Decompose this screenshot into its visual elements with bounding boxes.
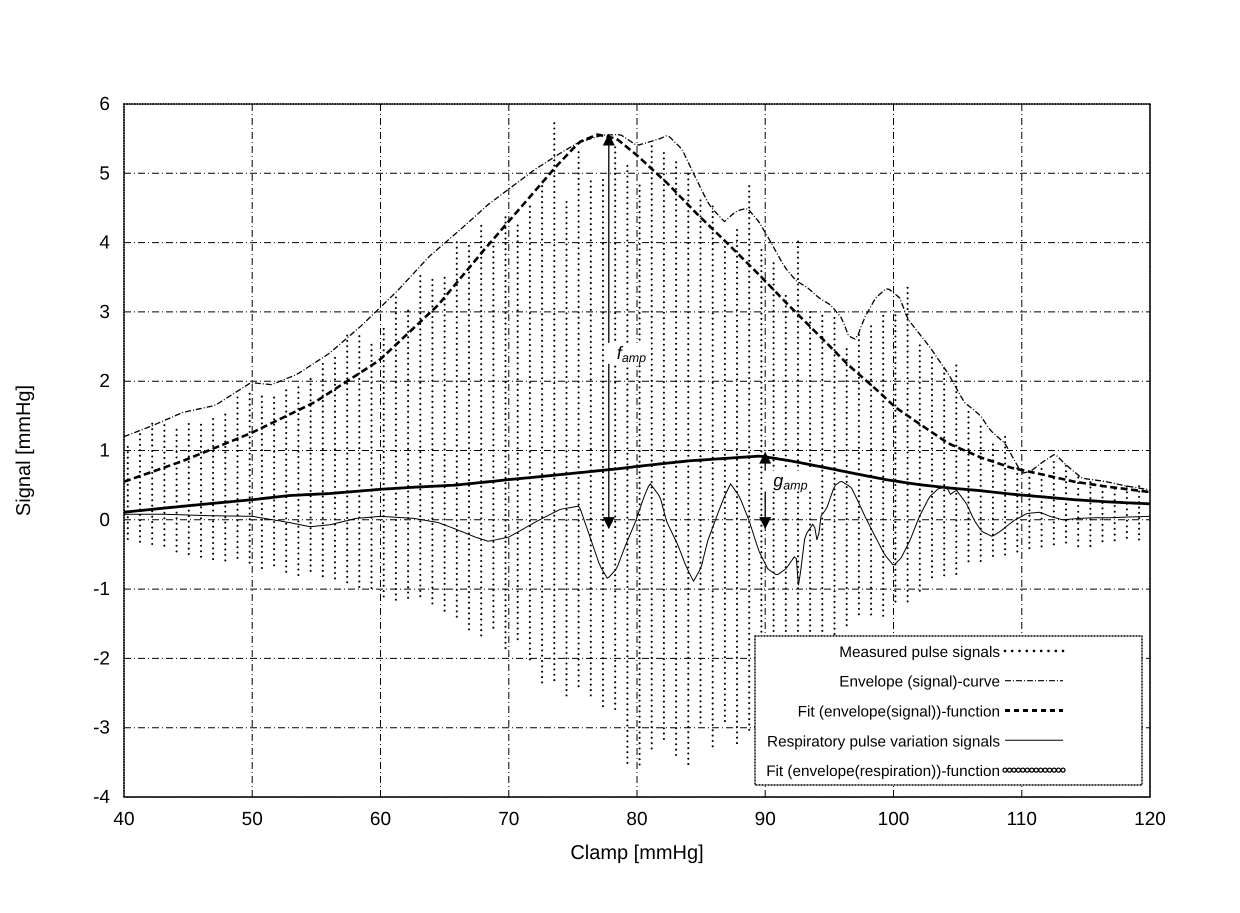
svg-text:2: 2 bbox=[99, 371, 110, 392]
svg-text:100: 100 bbox=[878, 809, 910, 830]
svg-text:Fit (envelope(respiration))-fu: Fit (envelope(respiration))-function bbox=[766, 763, 1000, 780]
svg-text:0: 0 bbox=[99, 510, 110, 531]
svg-text:-1: -1 bbox=[93, 579, 110, 600]
svg-text:Fit (envelope(signal))-functio: Fit (envelope(signal))-function bbox=[798, 704, 1000, 721]
svg-text:Respiratory pulse variation si: Respiratory pulse variation signals bbox=[767, 733, 1000, 750]
svg-text:110: 110 bbox=[1007, 809, 1037, 830]
svg-text:40: 40 bbox=[113, 809, 134, 830]
svg-text:-2: -2 bbox=[93, 648, 110, 669]
svg-text:-3: -3 bbox=[93, 718, 110, 739]
svg-text:50: 50 bbox=[242, 809, 263, 830]
svg-text:6: 6 bbox=[99, 94, 110, 115]
svg-text:80: 80 bbox=[626, 809, 647, 830]
svg-text:Envelope (signal)-curve: Envelope (signal)-curve bbox=[839, 674, 1000, 691]
svg-text:90: 90 bbox=[755, 809, 776, 830]
svg-text:120: 120 bbox=[1134, 809, 1166, 830]
svg-text:60: 60 bbox=[370, 809, 391, 830]
svg-text:1: 1 bbox=[99, 441, 110, 462]
svg-text:4: 4 bbox=[99, 233, 110, 254]
svg-text:Clamp [mmHg]: Clamp [mmHg] bbox=[570, 842, 703, 864]
svg-text:Signal [mmHg]: Signal [mmHg] bbox=[13, 385, 35, 516]
svg-text:70: 70 bbox=[498, 809, 519, 830]
svg-text:5: 5 bbox=[99, 163, 110, 184]
svg-text:3: 3 bbox=[99, 302, 110, 323]
svg-text:Measured pulse signals: Measured pulse signals bbox=[839, 644, 1000, 661]
svg-text:-4: -4 bbox=[93, 787, 110, 808]
